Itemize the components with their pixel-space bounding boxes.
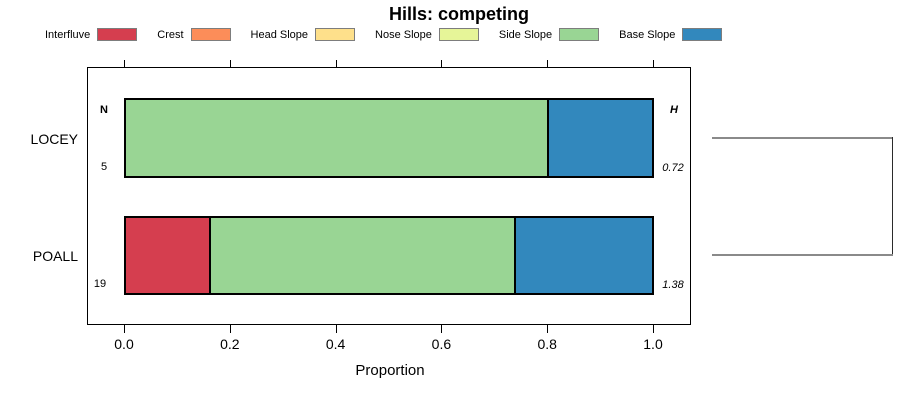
stacked-bar-locey [124, 98, 654, 178]
top-tick [547, 60, 549, 67]
n-value-locey: 5 [100, 161, 108, 173]
top-tick [653, 60, 654, 67]
legend-label: Head Slope [250, 28, 309, 41]
legend-swatch-icon [559, 28, 600, 41]
bottom-tick [441, 325, 443, 333]
bar-segment-side-slope [126, 100, 547, 176]
row-label-poall: POALL [32, 248, 78, 264]
row-label-locey: LOCEY [30, 131, 78, 147]
x-tick-label: 0.0 [114, 336, 134, 352]
bracket-vertical-line [892, 137, 893, 256]
h-value-poall: 1.38 [662, 279, 684, 291]
x-tick-label: 1.0 [643, 336, 663, 352]
top-tick [335, 60, 337, 67]
legend-label: Side Slope [498, 28, 553, 41]
legend-swatch-icon [438, 28, 479, 41]
bar-segment-base-slope [546, 100, 652, 176]
x-tick-label: 0.6 [431, 336, 452, 352]
legend-label: Crest [157, 28, 184, 41]
stacked-bar-poall [124, 216, 654, 295]
bottom-tick [653, 325, 654, 333]
top-tick [441, 60, 443, 67]
n-header: N [100, 104, 108, 116]
h-header: H [670, 104, 678, 116]
legend-label: Base Slope [619, 28, 676, 41]
bracket-bottom-line [712, 254, 893, 256]
top-tick [229, 60, 231, 67]
h-value-locey: 0.72 [662, 162, 684, 174]
bar-segment-base-slope [513, 218, 652, 293]
legend-item-nose-slope: Nose Slope [375, 28, 479, 41]
legend-label: Nose Slope [375, 28, 432, 41]
x-tick-label: 0.8 [537, 336, 557, 352]
bracket-top-line [712, 137, 893, 139]
top-tick [124, 60, 125, 67]
legend-item-side-slope: Side Slope [498, 28, 600, 41]
legend-item-base-slope: Base Slope [619, 28, 723, 41]
x-axis-label: Proportion [355, 362, 425, 379]
chart-title: Hills: competing [388, 4, 530, 24]
legend-swatch-icon [682, 28, 723, 41]
bottom-tick [547, 325, 549, 333]
bar-segment-side-slope [209, 218, 514, 293]
legend-swatch-icon [315, 28, 356, 41]
bar-segment-interfluve [126, 218, 210, 293]
x-tick-label: 0.2 [220, 336, 240, 352]
legend-swatch-icon [97, 28, 138, 41]
legend-swatch-icon [190, 28, 231, 41]
bottom-tick [124, 325, 125, 333]
legend: Interfluve Crest Head Slope Nose Slope Side … [45, 28, 723, 41]
x-tick-label: 0.4 [325, 336, 346, 352]
legend-label: Interfluve [45, 28, 91, 41]
legend-item-crest: Crest [157, 28, 231, 41]
n-value-poall: 19 [93, 278, 107, 290]
bottom-tick [335, 325, 337, 333]
plot-box [87, 67, 691, 325]
legend-item-interfluve: Interfluve [45, 28, 138, 41]
legend-item-head-slope: Head Slope [251, 28, 356, 41]
bottom-tick [229, 325, 231, 333]
